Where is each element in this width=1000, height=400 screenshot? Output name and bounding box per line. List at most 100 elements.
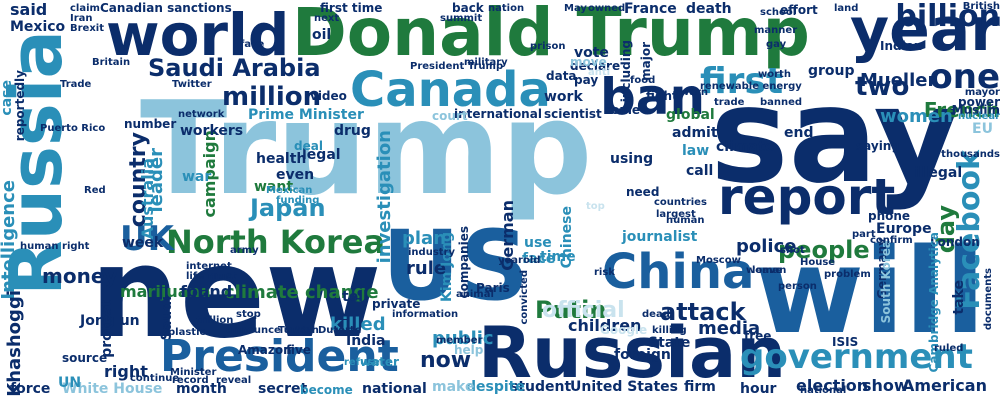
cloud-word: White House: [62, 381, 163, 397]
cloud-word: person: [778, 281, 817, 292]
cloud-word: drug: [334, 123, 371, 139]
cloud-word: international: [454, 107, 542, 121]
cloud-word: climate change: [224, 282, 379, 303]
cloud-word: Minister: [170, 367, 217, 378]
cloud-word: Duterte: [318, 325, 362, 336]
cloud-word: secret: [258, 381, 308, 397]
cloud-word: summit: [440, 13, 483, 24]
cloud-word: claim: [70, 3, 100, 14]
cloud-word: five: [286, 343, 311, 357]
cloud-word: Paris: [476, 281, 510, 295]
cloud-word: France: [624, 1, 677, 17]
cloud-word: internet: [186, 261, 232, 272]
cloud-word: journalist: [622, 229, 698, 245]
cloud-word: make: [432, 379, 475, 395]
cloud-word: official: [542, 298, 625, 323]
cloud-word: attack: [660, 298, 746, 326]
cloud-word: say: [710, 59, 960, 213]
cloud-word: end: [784, 125, 814, 141]
cloud-word: China: [602, 244, 755, 300]
cloud-word: banned: [760, 97, 803, 108]
cloud-word: owned: [588, 3, 626, 14]
cloud-word: children: [568, 316, 642, 335]
cloud-word: first: [700, 61, 784, 102]
cloud-word: data: [546, 69, 577, 83]
cloud-word: member: [436, 335, 483, 346]
cloud-word: British: [962, 1, 1000, 12]
cloud-word: documents: [983, 268, 994, 331]
cloud-word: gay: [766, 39, 787, 50]
cloud-word: announce: [226, 325, 281, 336]
cloud-word: free: [744, 329, 772, 343]
cloud-word: firm: [684, 379, 716, 395]
cloud-word: school: [760, 7, 797, 18]
cloud-word: first time: [320, 1, 383, 15]
cloud-word: life: [186, 271, 204, 282]
cloud-word: scientist: [544, 107, 602, 121]
cloud-word: risk: [594, 267, 615, 278]
cloud-word: money: [42, 264, 118, 288]
cloud-word: food: [630, 75, 656, 86]
cloud-word: stop: [236, 309, 261, 320]
cloud-word: Moscow: [696, 255, 741, 266]
cloud-word: reveal: [216, 375, 252, 386]
cloud-word: refuse: [344, 357, 380, 368]
cloud-word: Europe: [876, 221, 932, 237]
cloud-word: dead: [642, 309, 670, 320]
cloud-word: video: [310, 89, 347, 103]
cloud-word: mayor: [964, 87, 1000, 98]
cloud-word: new: [90, 219, 382, 366]
cloud-word: need: [626, 185, 660, 199]
cloud-word: reportedly: [13, 70, 27, 142]
cloud-word: public: [432, 328, 494, 349]
cloud-word: London: [930, 235, 980, 249]
cloud-word: thousands: [941, 149, 1000, 160]
cloud-word: fake: [240, 39, 265, 50]
cloud-word: leave: [752, 265, 783, 276]
cloud-word: want: [254, 179, 294, 195]
cloud-word: May: [564, 3, 587, 14]
cloud-word: must: [208, 271, 237, 282]
cloud-word: year: [850, 0, 1000, 65]
cloud-word: information: [392, 309, 459, 320]
cloud-word: trillion: [196, 315, 234, 326]
cloud-word: come: [604, 103, 640, 117]
cloud-word: warn: [680, 87, 709, 98]
cloud-word: found: [180, 282, 233, 301]
cloud-word: American: [902, 376, 987, 395]
cloud-word: animal: [456, 289, 494, 300]
cloud-word: health: [256, 151, 307, 167]
cloud-word: legal: [302, 147, 341, 163]
cloud-word: Canada: [350, 62, 551, 118]
cloud-word: Jong un: [80, 313, 140, 329]
cloud-word: right: [104, 362, 148, 381]
cloud-word: ruled: [934, 343, 964, 354]
cloud-word: vote: [574, 45, 609, 61]
cloud-word: largest: [656, 209, 696, 220]
cloud-word: President Trump: [410, 61, 504, 72]
cloud-word: Russian: [478, 312, 787, 394]
cloud-word: army: [230, 245, 259, 256]
cloud-word: South Korea: [879, 240, 893, 324]
cloud-word: Mexico: [10, 19, 66, 35]
cloud-word: foreign: [614, 347, 671, 363]
cloud-word: top: [586, 201, 605, 212]
cloud-word: war: [182, 169, 212, 185]
cloud-word: Twitter: [172, 79, 212, 90]
cloud-word: number: [124, 117, 177, 131]
cloud-word: French: [923, 98, 1000, 122]
cloud-word: two: [855, 72, 910, 102]
cloud-word: marijuana: [120, 282, 211, 301]
cloud-word: woman: [746, 265, 787, 276]
cloud-word: industry: [408, 247, 456, 258]
cloud-word: Mexican: [266, 185, 313, 196]
cloud-word: human: [666, 215, 705, 226]
cloud-word: problem: [824, 269, 871, 280]
cloud-word: Japan: [250, 194, 326, 222]
cloud-word: Putin: [535, 296, 607, 324]
cloud-word: power: [958, 95, 1000, 109]
cloud-word: will: [755, 222, 986, 360]
cloud-word: part: [852, 229, 876, 240]
cloud-word: private: [372, 297, 421, 311]
